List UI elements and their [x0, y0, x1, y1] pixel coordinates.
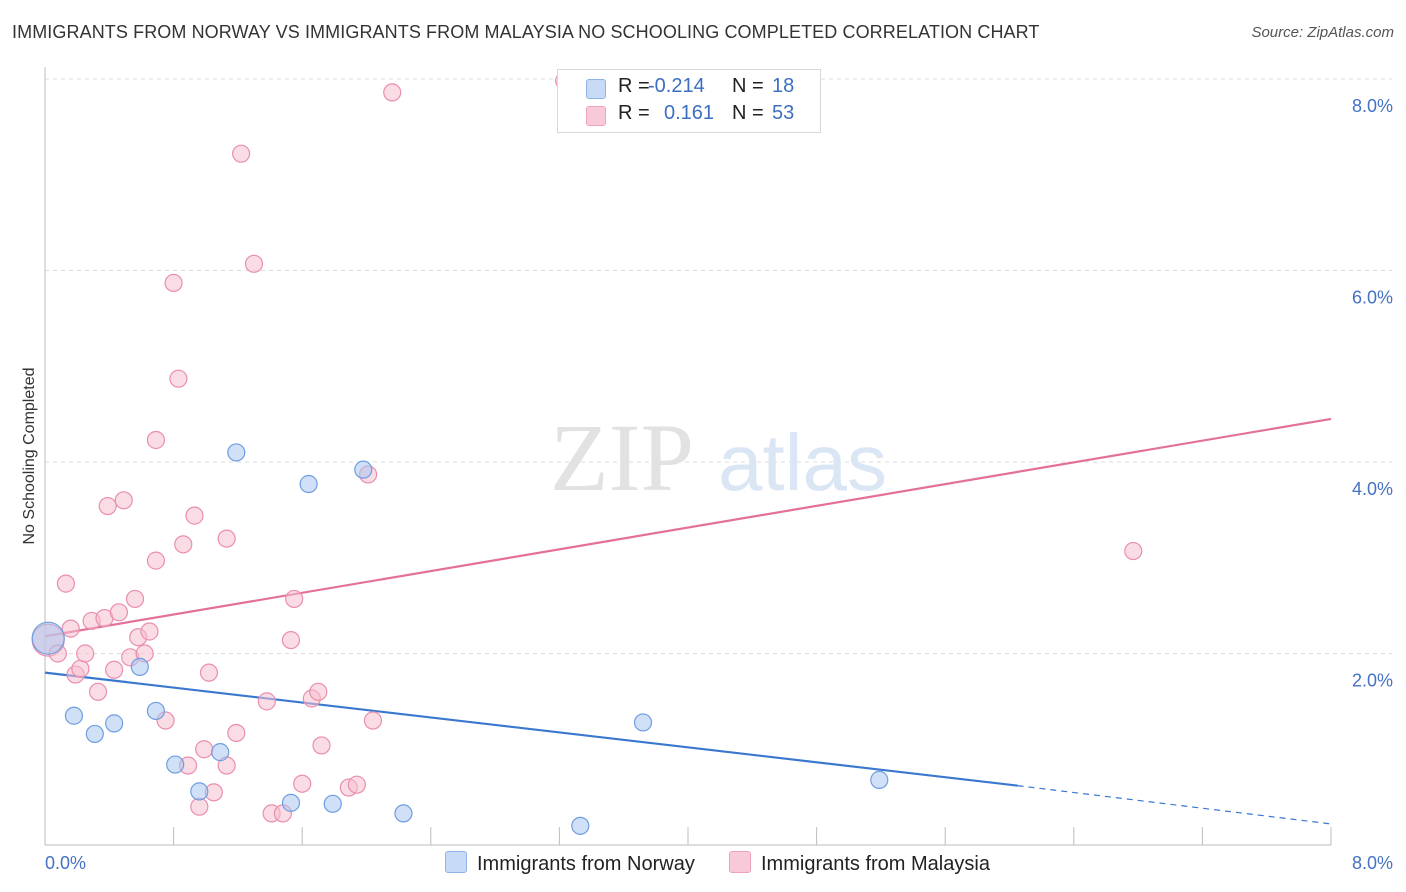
norway-point-9 [227, 443, 246, 462]
norway-point-8 [211, 743, 230, 762]
malaysia-point-20 [146, 430, 166, 450]
malaysia-point-22 [164, 273, 183, 293]
malaysia-point-24 [174, 535, 193, 554]
source-credit: Source: ZipAtlas.com [1251, 24, 1394, 41]
norway-point-7 [190, 782, 209, 801]
y-tick-label-1: 4.0% [1352, 479, 1393, 499]
norway-point-6 [166, 755, 185, 774]
malaysia-point-3 [61, 619, 80, 638]
norway-point-14 [394, 804, 413, 823]
malaysia-point-41 [293, 774, 312, 793]
stats-legend: R = -0.214 N = 18 R = 0.161 N = 53 [557, 69, 821, 133]
legend-r-value-malaysia: 0.161 [664, 102, 715, 124]
malaysia-point-49 [383, 83, 402, 102]
malaysia-point-34 [232, 144, 251, 163]
malaysia-point-46 [347, 775, 366, 794]
norway-point-17 [870, 770, 889, 789]
trend-lines [44, 417, 1332, 825]
malaysia-point-35 [244, 254, 264, 273]
y-tick-label-3: 8.0% [1352, 96, 1393, 116]
trend-line-norway [44, 671, 1018, 787]
legend-n-label-norway: N = [732, 75, 764, 97]
norway-point-0 [31, 621, 65, 655]
malaysia-point-31 [217, 529, 236, 548]
bottom-legend-label-malaysia: Immigrants from Malaysia [761, 853, 990, 875]
norway-point-16 [633, 713, 653, 732]
norway-point-10 [281, 793, 301, 812]
malaysia-point-26 [185, 506, 204, 525]
y-tick-label-0: 2.0% [1352, 671, 1393, 691]
malaysia-point-40 [285, 589, 304, 609]
grid-lines [45, 78, 1392, 654]
bottom-legend-swatch-malaysia [729, 851, 751, 873]
malaysia-point-11 [105, 660, 124, 679]
malaysia-point-29 [199, 663, 219, 682]
malaysia-point-27 [190, 797, 209, 816]
malaysia-point-15 [125, 589, 145, 609]
malaysia-point-2 [56, 574, 75, 593]
norway-point-3 [105, 714, 124, 733]
y-tick-label-2: 6.0% [1352, 288, 1393, 308]
tick-labels: 2.0% 4.0% 6.0% 8.0% 0.0% 8.0% [45, 96, 1393, 873]
legend-swatch-norway [586, 79, 606, 99]
malaysia-point-33 [227, 723, 246, 743]
malaysia-point-19 [146, 551, 166, 570]
malaysia-point-36 [257, 692, 276, 711]
legend-r-label-malaysia: R = [618, 102, 650, 124]
trend-line-norway-extension [1017, 785, 1332, 825]
legend-swatch-malaysia [586, 106, 606, 126]
malaysia-point-51 [1124, 541, 1143, 561]
watermark: ZIP atlas [550, 404, 887, 511]
series-norway-points [31, 443, 889, 835]
norway-point-1 [64, 706, 84, 725]
y-axis-label: No Schooling Completed [21, 368, 38, 545]
bottom-legend-malaysia: Immigrants from Malaysia [729, 851, 990, 876]
malaysia-point-8 [88, 682, 108, 701]
legend-n-value-malaysia: 53 [772, 102, 795, 124]
x-tick-label-1: 8.0% [1352, 853, 1393, 873]
legend-r-value-norway: -0.214 [648, 75, 705, 97]
norway-point-15 [571, 816, 590, 835]
malaysia-point-5 [71, 659, 90, 678]
malaysia-point-28 [195, 740, 214, 759]
norway-point-4 [130, 657, 149, 677]
malaysia-point-18 [140, 622, 159, 641]
trend-line-malaysia [44, 417, 1332, 638]
malaysia-point-13 [114, 491, 133, 510]
legend-n-value-norway: 18 [772, 75, 795, 97]
bottom-legend-norway: Immigrants from Norway [445, 851, 695, 876]
chart-title: IMMIGRANTS FROM NORWAY VS IMMIGRANTS FRO… [12, 22, 1040, 42]
malaysia-point-44 [312, 736, 331, 755]
malaysia-point-23 [169, 369, 188, 388]
bottom-legend-label-norway: Immigrants from Norway [477, 853, 695, 875]
malaysia-point-12 [109, 603, 129, 622]
norway-point-13 [354, 460, 373, 479]
norway-point-12 [323, 794, 342, 813]
watermark-atlas: atlas [718, 418, 887, 507]
malaysia-point-10 [98, 496, 117, 516]
norway-point-2 [85, 724, 104, 744]
legend-r-label-norway: R = [618, 75, 650, 97]
malaysia-point-39 [281, 630, 301, 650]
legend-n-label-malaysia: N = [732, 102, 764, 124]
malaysia-point-48 [363, 711, 383, 730]
norway-point-5 [146, 701, 166, 721]
bottom-legend-swatch-norway [445, 851, 467, 873]
x-tick-label-0: 0.0% [45, 853, 86, 873]
axes [44, 67, 1332, 846]
norway-point-11 [299, 474, 318, 494]
malaysia-point-43 [309, 682, 328, 701]
malaysia-point-6 [76, 644, 95, 663]
watermark-zip: ZIP [550, 404, 694, 511]
